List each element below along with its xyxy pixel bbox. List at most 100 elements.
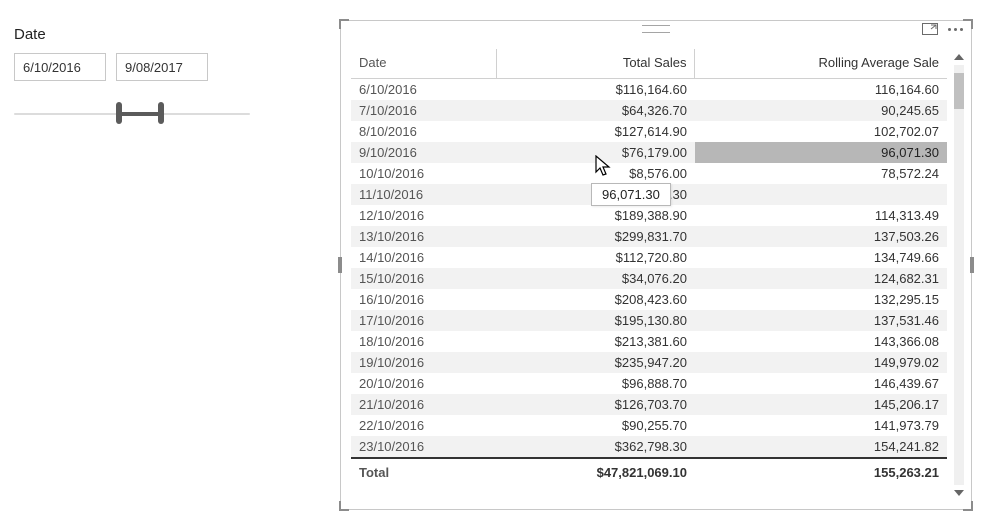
- cell-sales: $112,720.80: [497, 247, 695, 268]
- cell-avg: 143,366.08: [695, 331, 947, 352]
- cell-sales: $8,576.00: [497, 163, 695, 184]
- col-header-avg[interactable]: Rolling Average Sale: [695, 49, 947, 79]
- cell-date: 20/10/2016: [351, 373, 497, 394]
- cell-sales: $90,255.70: [497, 415, 695, 436]
- cell-avg: 132,295.15: [695, 289, 947, 310]
- table-row[interactable]: 20/10/2016$96,888.70146,439.67: [351, 373, 947, 394]
- table-row[interactable]: 22/10/2016$90,255.70141,973.79: [351, 415, 947, 436]
- cell-avg: 137,503.26: [695, 226, 947, 247]
- drag-grip-icon[interactable]: [642, 25, 670, 33]
- cell-sales: $34,076.20: [497, 268, 695, 289]
- cell-date: 9/10/2016: [351, 142, 497, 163]
- table-visual[interactable]: Date Total Sales Rolling Average Sale 6/…: [340, 20, 972, 510]
- cell-sales: $195,130.80: [497, 310, 695, 331]
- vertical-scrollbar[interactable]: [951, 49, 967, 501]
- cell-avg: 145,206.17: [695, 394, 947, 415]
- cell-avg: 102,702.07: [695, 121, 947, 142]
- date-slicer: Date: [14, 26, 274, 139]
- resize-handle-left[interactable]: [338, 257, 342, 273]
- cell-date: 7/10/2016: [351, 100, 497, 121]
- resize-handle-br[interactable]: [963, 501, 973, 511]
- cell-avg: 154,241.82: [695, 436, 947, 458]
- scroll-track[interactable]: [954, 65, 964, 485]
- table-row[interactable]: 14/10/2016$112,720.80134,749.66: [351, 247, 947, 268]
- cell-date: 6/10/2016: [351, 79, 497, 101]
- cell-date: 14/10/2016: [351, 247, 497, 268]
- scroll-thumb[interactable]: [954, 73, 964, 109]
- scroll-down-icon[interactable]: [951, 485, 967, 501]
- cell-avg: 134,749.66: [695, 247, 947, 268]
- cell-avg: [695, 184, 947, 205]
- date-from-input[interactable]: [14, 53, 106, 81]
- cell-avg: 78,572.24: [695, 163, 947, 184]
- cell-sales: $208,423.60: [497, 289, 695, 310]
- cell-sales: $64,326.70: [497, 100, 695, 121]
- resize-handle-bl[interactable]: [339, 501, 349, 511]
- focus-mode-icon[interactable]: [922, 23, 938, 35]
- table-row[interactable]: 23/10/2016$362,798.30154,241.82: [351, 436, 947, 458]
- cell-sales: $76,179.00: [497, 142, 695, 163]
- tooltip-text: 96,071.30: [602, 187, 660, 202]
- date-to-input[interactable]: [116, 53, 208, 81]
- cell-sales: $127,614.90: [497, 121, 695, 142]
- cell-sales: $116,164.60: [497, 79, 695, 101]
- table-row[interactable]: 7/10/2016$64,326.7090,245.65: [351, 100, 947, 121]
- slicer-title: Date: [14, 26, 274, 43]
- table-row[interactable]: 21/10/2016$126,703.70145,206.17: [351, 394, 947, 415]
- cell-avg: 149,979.02: [695, 352, 947, 373]
- cell-avg: 90,245.65: [695, 100, 947, 121]
- more-options-icon[interactable]: [948, 28, 963, 31]
- resize-handle-right[interactable]: [970, 257, 974, 273]
- cell-avg: 96,071.30: [695, 142, 947, 163]
- cell-avg: 141,973.79: [695, 415, 947, 436]
- cell-avg: 137,531.46: [695, 310, 947, 331]
- table-row[interactable]: 15/10/2016$34,076.20124,682.31: [351, 268, 947, 289]
- slider-handle-end[interactable]: [158, 102, 164, 124]
- col-header-date[interactable]: Date: [351, 49, 497, 79]
- data-table: Date Total Sales Rolling Average Sale 6/…: [351, 49, 947, 486]
- cell-date: 11/10/2016: [351, 184, 497, 205]
- table-row[interactable]: 8/10/2016$127,614.90102,702.07: [351, 121, 947, 142]
- cell-tooltip: 96,071.30: [591, 183, 671, 206]
- scroll-up-icon[interactable]: [951, 49, 967, 65]
- cell-sales: $126,703.70: [497, 394, 695, 415]
- cell-date: 23/10/2016: [351, 436, 497, 458]
- table-header-row: Date Total Sales Rolling Average Sale: [351, 49, 947, 79]
- table-row[interactable]: 17/10/2016$195,130.80137,531.46: [351, 310, 947, 331]
- cell-date: 18/10/2016: [351, 331, 497, 352]
- cell-date: 17/10/2016: [351, 310, 497, 331]
- table-row[interactable]: 6/10/2016$116,164.60116,164.60: [351, 79, 947, 101]
- cell-sales: $96,888.70: [497, 373, 695, 394]
- cell-avg: 114,313.49: [695, 205, 947, 226]
- cell-sales: $362,798.30: [497, 436, 695, 458]
- table-total-row: Total $47,821,069.10 155,263.21: [351, 458, 947, 486]
- table-row[interactable]: 9/10/2016$76,179.0096,071.30: [351, 142, 947, 163]
- cell-sales: $213,381.60: [497, 331, 695, 352]
- cell-date: 16/10/2016: [351, 289, 497, 310]
- table-row[interactable]: 12/10/2016$189,388.90114,313.49: [351, 205, 947, 226]
- total-avg-value: 155,263.21: [695, 458, 947, 486]
- cell-date: 10/10/2016: [351, 163, 497, 184]
- table-row[interactable]: 13/10/2016$299,831.70137,503.26: [351, 226, 947, 247]
- total-label: Total: [351, 458, 497, 486]
- table-row[interactable]: 16/10/2016$208,423.60132,295.15: [351, 289, 947, 310]
- table-row[interactable]: 18/10/2016$213,381.60143,366.08: [351, 331, 947, 352]
- date-range-slider[interactable]: [14, 99, 274, 139]
- slider-handle-start[interactable]: [116, 102, 122, 124]
- cell-date: 8/10/2016: [351, 121, 497, 142]
- slider-fill: [119, 112, 161, 116]
- cell-date: 21/10/2016: [351, 394, 497, 415]
- cell-avg: 124,682.31: [695, 268, 947, 289]
- cell-date: 12/10/2016: [351, 205, 497, 226]
- cell-avg: 146,439.67: [695, 373, 947, 394]
- cell-date: 13/10/2016: [351, 226, 497, 247]
- cell-avg: 116,164.60: [695, 79, 947, 101]
- total-sales-value: $47,821,069.10: [497, 458, 695, 486]
- table-row[interactable]: 10/10/2016$8,576.0078,572.24: [351, 163, 947, 184]
- cell-sales: $189,388.90: [497, 205, 695, 226]
- cell-date: 22/10/2016: [351, 415, 497, 436]
- table-row[interactable]: 19/10/2016$235,947.20149,979.02: [351, 352, 947, 373]
- cell-sales: $235,947.20: [497, 352, 695, 373]
- col-header-sales[interactable]: Total Sales: [497, 49, 695, 79]
- cell-date: 19/10/2016: [351, 352, 497, 373]
